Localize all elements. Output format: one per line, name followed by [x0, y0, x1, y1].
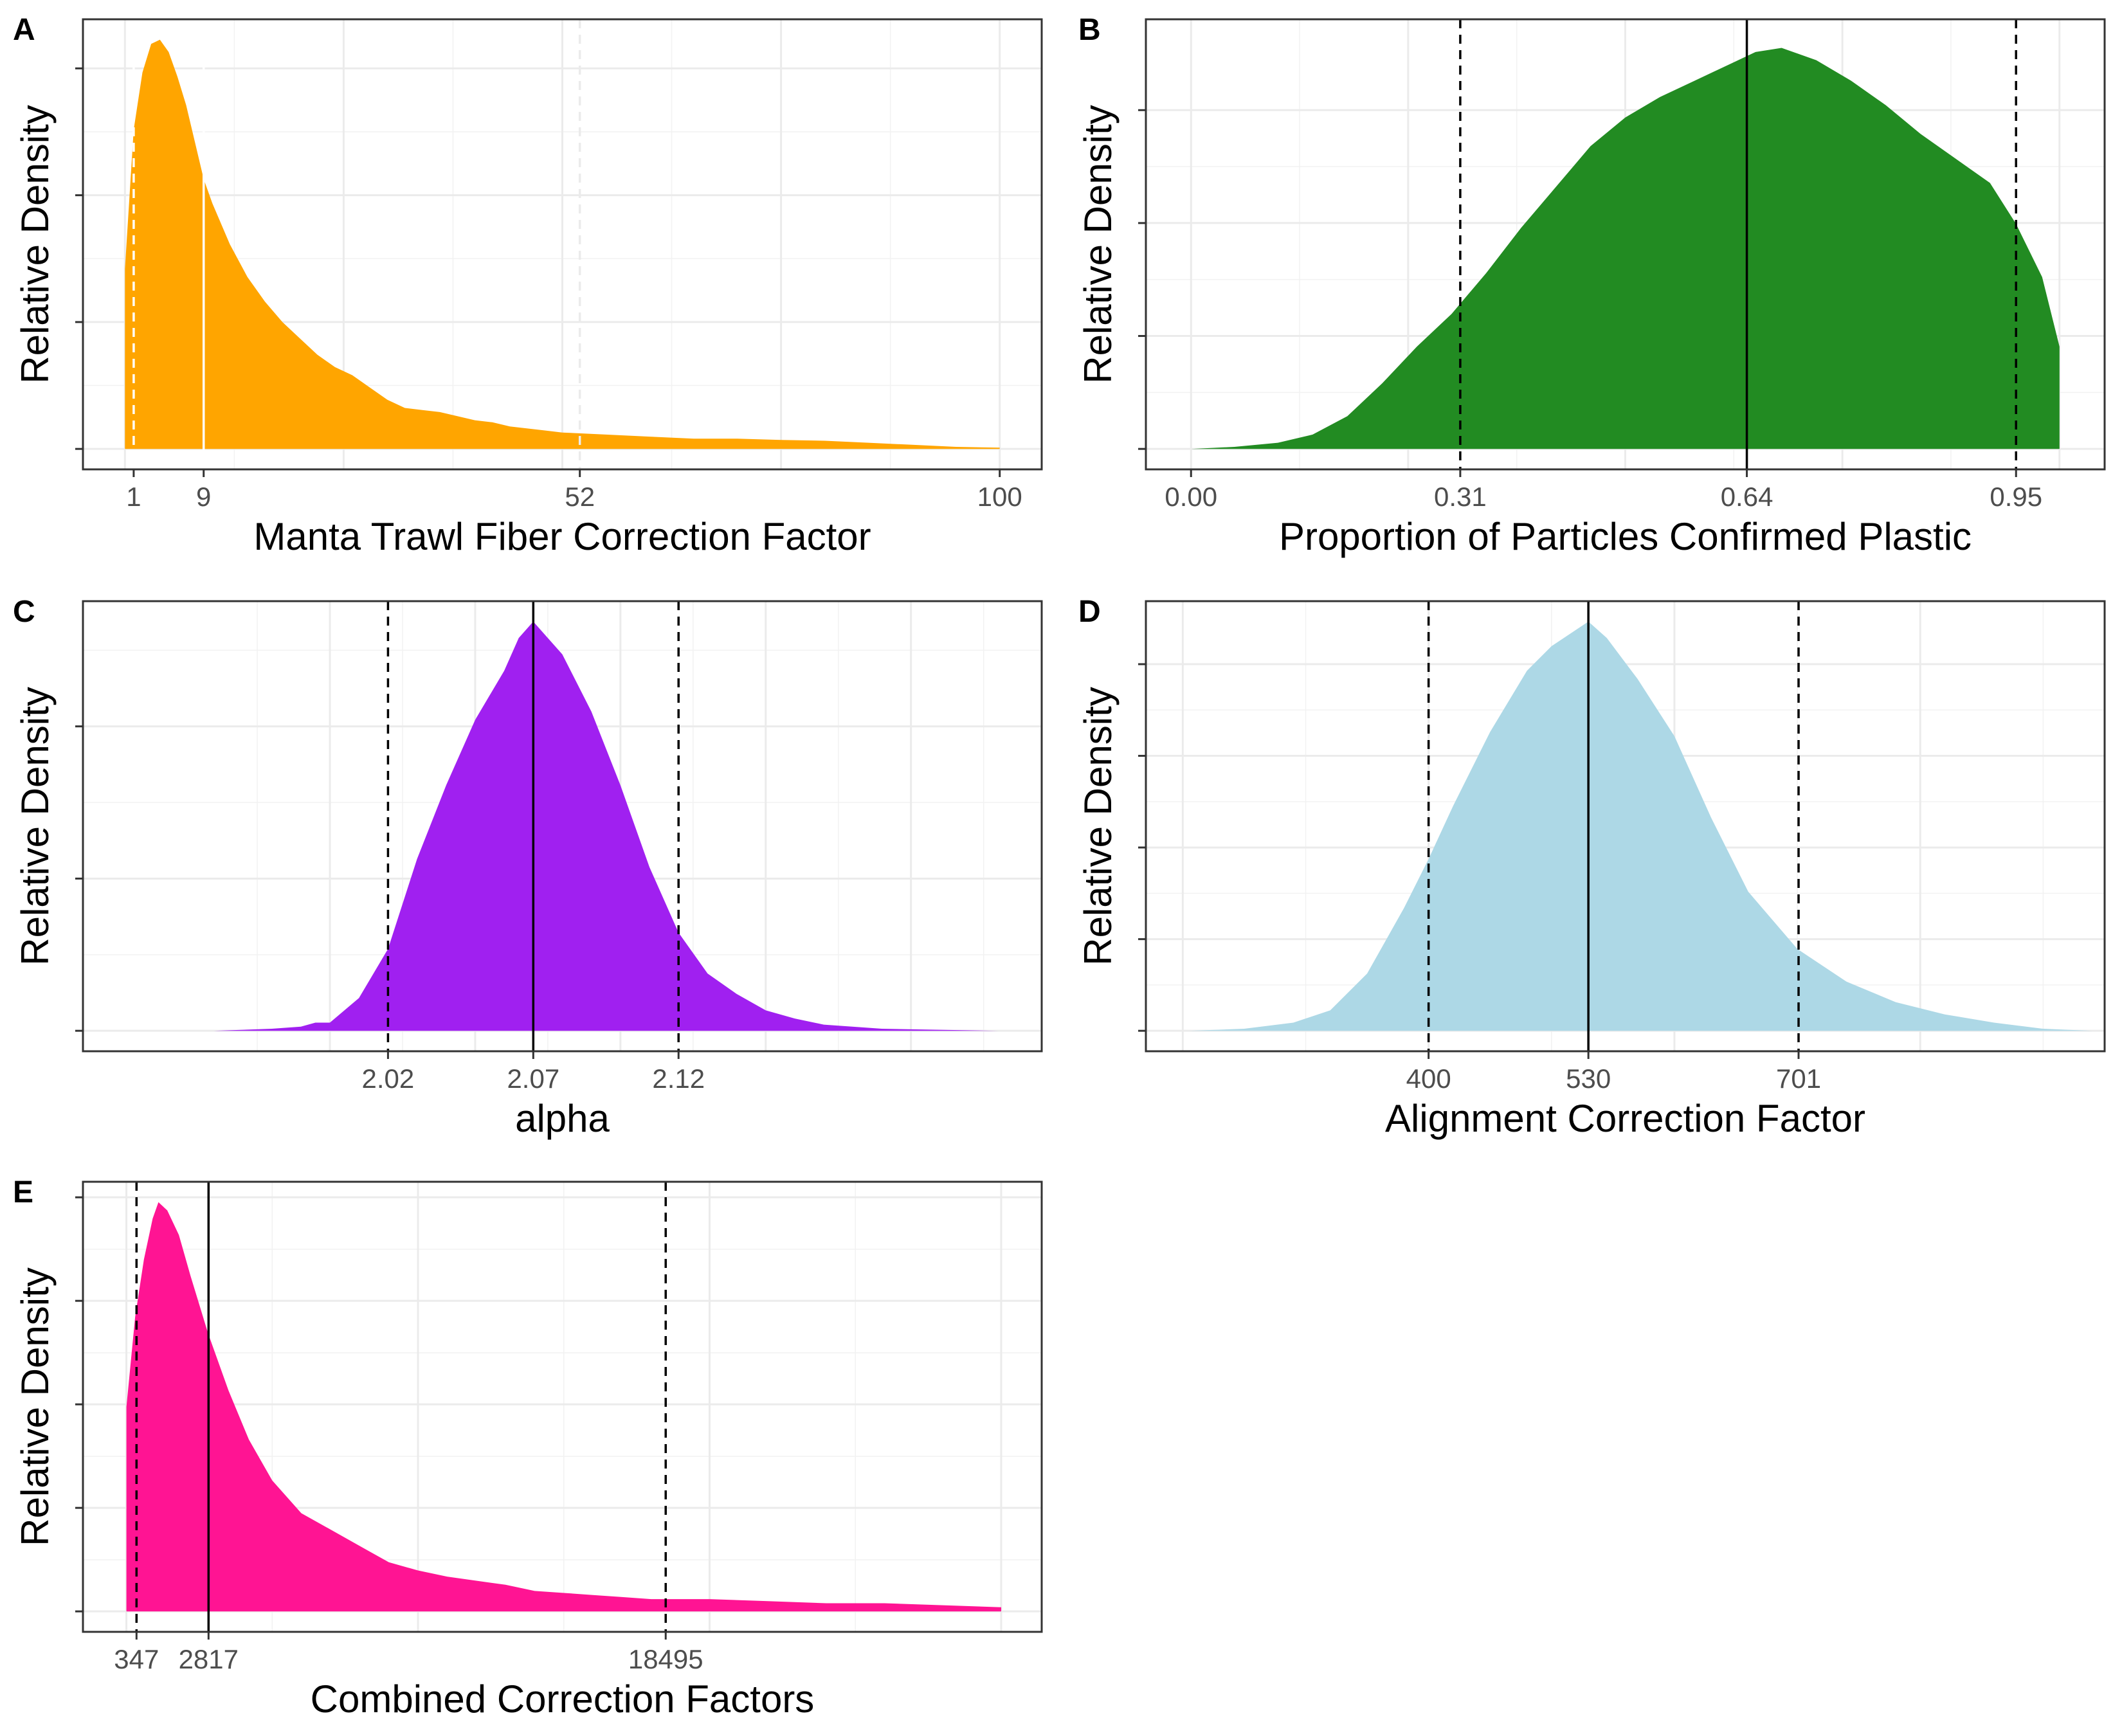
x-tick-label: 52 — [565, 482, 595, 512]
y-axis-title: Relative Density — [1076, 687, 1120, 966]
x-tick-label: 2.12 — [652, 1063, 705, 1094]
y-axis-title: Relative Density — [14, 1267, 57, 1546]
panel-C: 2.02 2.07 2.12 alpha Relative Density C — [13, 595, 1043, 1140]
panel-A: 1 9 52 100 Manta Trawl Fiber Correction Fact… — [13, 13, 1043, 558]
x-tick-label: 0.00 — [1165, 482, 1217, 512]
x-axis-title: Combined Correction Factors — [311, 1677, 815, 1721]
x-tick-label: 100 — [977, 482, 1022, 512]
panel-letter: C — [13, 595, 35, 629]
panel-letter: A — [13, 13, 35, 47]
density-area-A — [125, 39, 1000, 449]
x-tick-label: 0.64 — [1721, 482, 1773, 512]
density-area-D — [1188, 621, 2092, 1031]
x-tick-label: 0.31 — [1434, 482, 1487, 512]
plot-frame — [1145, 18, 2106, 471]
panel-letter: B — [1078, 13, 1101, 47]
x-tick-label: 0.95 — [1990, 482, 2042, 512]
panel-letter: E — [13, 1175, 33, 1209]
plot-frame — [82, 1180, 1043, 1633]
density-area-E — [126, 1202, 1002, 1612]
x-axis-title: Alignment Correction Factor — [1385, 1097, 1865, 1140]
panel-letter: D — [1078, 595, 1101, 629]
panel-B: 0.00 0.31 0.64 0.95 Proportion of Particles … — [1076, 13, 2106, 558]
x-tick-label: 400 — [1406, 1063, 1451, 1094]
x-axis-title: Proportion of Particles Confirmed Plasti… — [1279, 515, 1972, 558]
x-tick-label: 2817 — [179, 1644, 239, 1674]
x-tick-label: 2.02 — [362, 1063, 415, 1094]
density-area-C — [126, 621, 999, 1031]
x-tick-label: 9 — [196, 482, 211, 512]
plot-frame — [82, 18, 1043, 471]
y-axis-title: Relative Density — [1076, 105, 1120, 384]
x-tick-label: 1 — [126, 482, 141, 512]
x-axis-title: Manta Trawl Fiber Correction Factor — [253, 515, 871, 558]
x-tick-label: 18495 — [628, 1644, 703, 1674]
density-area-B — [1191, 48, 2060, 449]
y-axis-title: Relative Density — [14, 687, 57, 966]
x-tick-label: 2.07 — [507, 1063, 559, 1094]
x-tick-label: 530 — [1566, 1063, 1611, 1094]
y-axis-title: Relative Density — [14, 105, 57, 384]
x-tick-label: 347 — [114, 1644, 159, 1674]
plot-frame — [1145, 600, 2106, 1053]
plot-frame — [82, 600, 1043, 1053]
x-tick-label: 701 — [1776, 1063, 1821, 1094]
x-axis-title: alpha — [515, 1097, 610, 1140]
